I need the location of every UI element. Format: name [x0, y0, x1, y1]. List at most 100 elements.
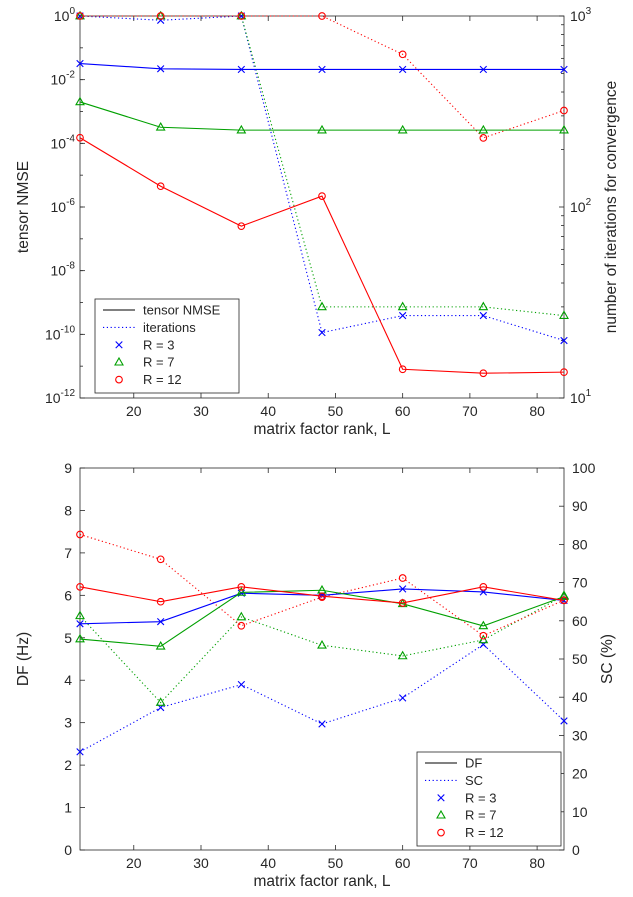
legend-label: SC [465, 773, 483, 788]
data-point [479, 369, 488, 378]
y2-tick-label: 20 [572, 766, 588, 782]
x-axis-label: matrix factor rank, L [254, 873, 391, 890]
data-point [398, 311, 407, 320]
data-point [318, 65, 326, 74]
data-point [155, 640, 166, 650]
series-line [79, 589, 565, 647]
data-point [397, 650, 408, 660]
y2-axis-label: number of iterations for convergence [603, 81, 620, 333]
data-point [479, 582, 488, 591]
y2-tick-label: 0 [572, 842, 580, 858]
legend-label: iterations [143, 320, 196, 335]
series-r-12-solid [76, 582, 568, 607]
data-point [76, 582, 84, 591]
data-point [559, 591, 569, 600]
data-point [76, 12, 84, 20]
data-point [76, 59, 84, 68]
data-point [76, 620, 84, 628]
y-axis-label: tensor NMSE [15, 161, 32, 253]
x-tick-label: 40 [260, 855, 276, 871]
data-point [398, 365, 407, 374]
y-tick-label: 7 [64, 545, 72, 561]
data-point [75, 610, 85, 620]
x-tick-label: 30 [193, 855, 209, 871]
series-r-7-dotted [75, 590, 569, 706]
y-tick-label: 2 [64, 757, 72, 773]
data-point [237, 680, 246, 689]
data-point [559, 310, 569, 319]
x-tick-label: 60 [395, 855, 411, 871]
y-tick-label: 5 [64, 630, 72, 646]
legend-marker [115, 375, 123, 384]
data-point [478, 124, 489, 134]
chart-1: 20 30 40 50 60 70 80 10-12 10-10 10-8 10-6 10-4 10-2… [15, 6, 620, 438]
series-line [79, 595, 565, 704]
data-point [317, 301, 327, 311]
y-tick-label: 6 [64, 587, 72, 603]
data-point [156, 597, 165, 606]
y-tick-label: 10-6 [51, 197, 76, 215]
legend-marker [437, 828, 445, 837]
data-point [317, 584, 327, 594]
data-point [156, 182, 165, 191]
data-point [478, 634, 489, 644]
data-point [479, 65, 488, 74]
data-point [76, 530, 84, 539]
data-point [560, 106, 568, 115]
data-point [236, 587, 247, 596]
data-point [478, 301, 489, 311]
series-r-3-solid [76, 585, 568, 628]
data-point [318, 720, 326, 728]
data-point [155, 121, 166, 131]
data-point [155, 697, 166, 706]
data-point [75, 633, 85, 643]
data-point [318, 12, 326, 20]
legend: DF SC R = 3 R = 7 R = 12 [416, 751, 562, 847]
legend-marker [437, 794, 445, 802]
data-point [398, 599, 407, 607]
y2-tick-label: 103 [570, 6, 592, 24]
x-tick-label: 70 [462, 855, 478, 871]
data-point [237, 621, 246, 630]
y2-tick-label: 102 [570, 197, 592, 215]
data-point [237, 12, 246, 20]
y-tick-label: 3 [64, 715, 72, 731]
legend-marker [114, 356, 124, 366]
data-point [479, 631, 488, 640]
data-point [398, 585, 407, 593]
series-line [80, 15, 565, 317]
data-point [479, 134, 488, 142]
y-tick-label: 10-4 [51, 133, 76, 151]
data-point [560, 717, 568, 725]
series-line [79, 15, 565, 342]
data-point [156, 617, 165, 626]
data-point [398, 694, 407, 702]
y2-tick-label: 60 [572, 613, 588, 629]
x-tick-label: 80 [529, 403, 545, 419]
legend-marker [115, 341, 123, 349]
data-point [318, 192, 326, 200]
legend-label: tensor NMSE [143, 303, 221, 318]
data-point [237, 582, 246, 591]
x-tick-label: 60 [395, 403, 411, 419]
legend-label: R = 3 [465, 790, 496, 805]
series-r-7-solid [75, 96, 569, 134]
legend-label: R = 3 [143, 337, 174, 352]
legend-label: R = 7 [143, 355, 174, 370]
data-point [560, 368, 568, 376]
series-line [79, 533, 565, 637]
x-axis-label: matrix factor rank, L [254, 421, 391, 438]
y-tick-label: 10-12 [45, 388, 75, 406]
y-tick-label: 10-8 [51, 261, 76, 279]
data-point [479, 311, 488, 320]
data-point [236, 611, 247, 621]
legend-marker [436, 809, 446, 819]
data-point [156, 65, 165, 73]
y2-axis-label: SC (%) [599, 634, 616, 684]
series-line [80, 15, 565, 139]
series-r-3-dotted [76, 640, 568, 756]
data-point [478, 620, 489, 630]
x-tick-label: 50 [328, 403, 344, 419]
x-tick-label: 70 [462, 403, 478, 419]
